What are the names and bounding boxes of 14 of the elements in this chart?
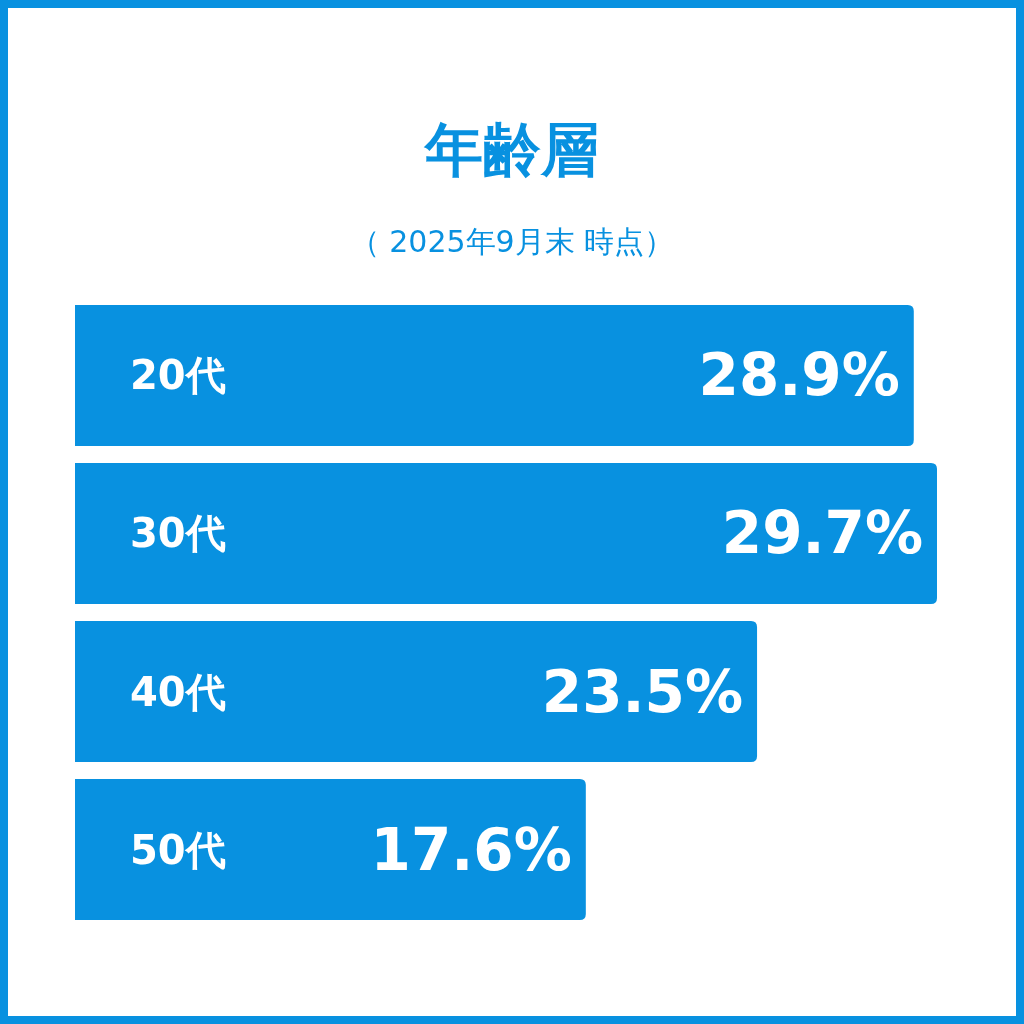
chart-title: 年齢層 (423, 116, 599, 184)
data-label: 17.6% (370, 815, 572, 884)
data-label: 23.5% (541, 657, 744, 726)
y-tick-label: 50代 (130, 826, 226, 873)
bar (75, 305, 914, 446)
bar (75, 779, 586, 920)
data-label: 28.9% (698, 341, 900, 410)
y-tick-label: 40代 (130, 668, 226, 715)
y-tick-label: 30代 (130, 510, 226, 557)
bar (75, 621, 758, 762)
y-tick-label: 20代 (130, 352, 226, 399)
data-label: 29.7% (721, 499, 923, 568)
chart-subtitle: （ 2025年9月末 時点） (349, 224, 675, 259)
bar (75, 463, 937, 604)
